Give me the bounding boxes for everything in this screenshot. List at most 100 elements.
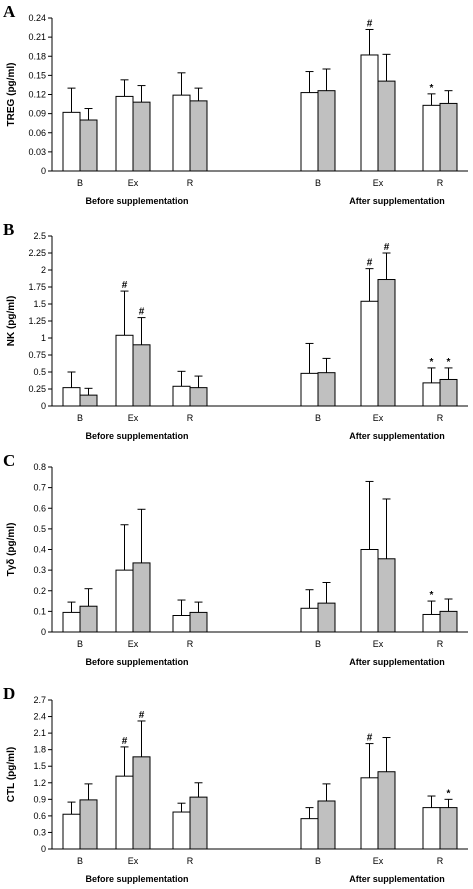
panel-a-group-label: Before supplementation — [85, 196, 188, 206]
panel-d-category-label: B — [77, 856, 83, 866]
panel-d-bar — [300, 818, 319, 850]
panel-b-letter: B — [3, 220, 14, 239]
panel-b-significance-mark: * — [447, 357, 451, 368]
panel-d-bar — [79, 799, 98, 850]
panel-b-y-label: NK (pg/ml) — [6, 296, 17, 347]
panel-d-category-label: Ex — [373, 856, 384, 866]
panel-b-bar — [317, 372, 336, 407]
panel-c-y-tick-label: 0.2 — [33, 586, 46, 596]
panel-b-category-label: Ex — [128, 413, 139, 423]
panel-b-bar — [360, 300, 379, 407]
panel-c-category-label: Ex — [128, 639, 139, 649]
panel-d-significance-mark: * — [447, 788, 451, 799]
panel-b-y-tick-label: 0.75 — [28, 350, 46, 360]
panel-b-y-tick-label: 1.5 — [33, 299, 46, 309]
panel-c-bar — [172, 615, 191, 633]
panel-a-y-tick-label: 0.24 — [28, 13, 46, 23]
panel-b-significance-mark: * — [430, 357, 434, 368]
panel-d-category-label: R — [187, 856, 194, 866]
panel-d-y-tick-label: 1.5 — [33, 761, 46, 771]
panel-c-bar — [422, 613, 441, 633]
panel-b-y-tick-label: 0.5 — [33, 367, 46, 377]
panel-d-bar — [132, 756, 151, 850]
panel-b-category-label: Ex — [373, 413, 384, 423]
panel-a-bar — [317, 90, 336, 172]
panel-a-letter: A — [3, 2, 16, 21]
panel-c-category-label: R — [437, 639, 444, 649]
panel-c-bar — [300, 607, 319, 633]
panel-b-bar — [300, 372, 319, 407]
panel-b-bar — [172, 385, 191, 407]
panel-c-bar — [115, 569, 134, 633]
panel-c-bar — [62, 611, 81, 633]
panel-a-significance-mark: * — [430, 83, 434, 94]
panel-b-bar — [377, 279, 396, 407]
panel-a-y-tick-label: 0.18 — [28, 51, 46, 61]
panel-a-y-label: TREG (pg/ml) — [6, 63, 17, 127]
panel-b-bar — [189, 387, 208, 407]
panel-a-bar — [377, 80, 396, 172]
panel-c-y-label: Tγδ (pg/ml) — [6, 523, 17, 577]
panel-b-y-tick-label: 2.5 — [33, 231, 46, 241]
panel-a-category-label: B — [77, 178, 83, 188]
panel-b-y-tick-label: 2.25 — [28, 248, 46, 258]
panel-d-y-tick-label: 2.4 — [33, 712, 46, 722]
panel-d-y-tick-label: 0.3 — [33, 827, 46, 837]
panel-a-y-tick-label: 0.03 — [28, 147, 46, 157]
panel-c-y-tick-label: 0.4 — [33, 545, 46, 555]
panel-c-y-tick-label: 0.5 — [33, 524, 46, 534]
panel-d-category-label: R — [437, 856, 444, 866]
panel-d-bar — [360, 777, 379, 850]
panel-b-significance-mark: # — [384, 242, 390, 253]
panel-b-bar — [422, 382, 441, 407]
panel-d-bar — [115, 775, 134, 850]
panel-a-y-tick-label: 0.15 — [28, 70, 46, 80]
panel-d-bar — [62, 813, 81, 850]
panel-c-bar — [439, 610, 458, 633]
panel-d-bar — [422, 807, 441, 850]
panel-c-significance-mark: * — [430, 590, 434, 601]
panel-b-category-label: B — [315, 413, 321, 423]
panel-a-bar — [189, 100, 208, 172]
panel-a-category-label: Ex — [373, 178, 384, 188]
panel-c-y-tick-label: 0.6 — [33, 503, 46, 513]
panel-c-y-tick-label: 0.8 — [33, 462, 46, 472]
panel-b-group-label: After supplementation — [349, 431, 445, 441]
panel-a-y-tick-label: 0.12 — [28, 90, 46, 100]
panel-a-category-label: B — [315, 178, 321, 188]
panel-d-y-tick-label: 2.1 — [33, 728, 46, 738]
panel-a-bar — [439, 102, 458, 172]
panel-b-significance-mark: # — [122, 280, 128, 291]
panel-c-bar — [317, 602, 336, 633]
panel-b-category-label: B — [77, 413, 83, 423]
panel-d-y-tick-label: 0 — [41, 844, 46, 854]
panel-b-significance-mark: # — [139, 307, 145, 318]
panel-d-y-tick-label: 2.7 — [33, 695, 46, 705]
panel-c-letter: C — [3, 451, 15, 470]
panel-c-category-label: R — [187, 639, 194, 649]
panel-c-bar — [377, 558, 396, 633]
panel-d-y-label: CTL (pg/ml) — [6, 747, 17, 802]
panel-d-bar — [377, 771, 396, 850]
panel-d-letter: D — [3, 684, 15, 703]
panel-d-y-tick-label: 0.9 — [33, 794, 46, 804]
panel-d-significance-mark: # — [122, 736, 128, 747]
panel-c-group-label: After supplementation — [349, 657, 445, 667]
panel-a-bar — [115, 95, 134, 172]
panel-a-significance-mark: # — [367, 18, 373, 29]
panel-b-category-label: R — [187, 413, 194, 423]
panel-d-category-label: Ex — [128, 856, 139, 866]
panel-a-category-label: R — [437, 178, 444, 188]
panel-b-y-tick-label: 0 — [41, 401, 46, 411]
panel-d-significance-mark: # — [367, 733, 373, 744]
panel-d-group-label: Before supplementation — [85, 874, 188, 884]
panel-c-bar — [132, 562, 151, 633]
panel-a-y-tick-label: 0 — [41, 166, 46, 176]
panel-d-y-tick-label: 1.2 — [33, 778, 46, 788]
panel-c-y-tick-label: 0.7 — [33, 483, 46, 493]
panel-d-bar — [317, 800, 336, 850]
panel-c-group-label: Before supplementation — [85, 657, 188, 667]
panel-b-y-tick-label: 0.25 — [28, 384, 46, 394]
panel-a-bar — [132, 101, 151, 172]
panel-d-category-label: B — [315, 856, 321, 866]
